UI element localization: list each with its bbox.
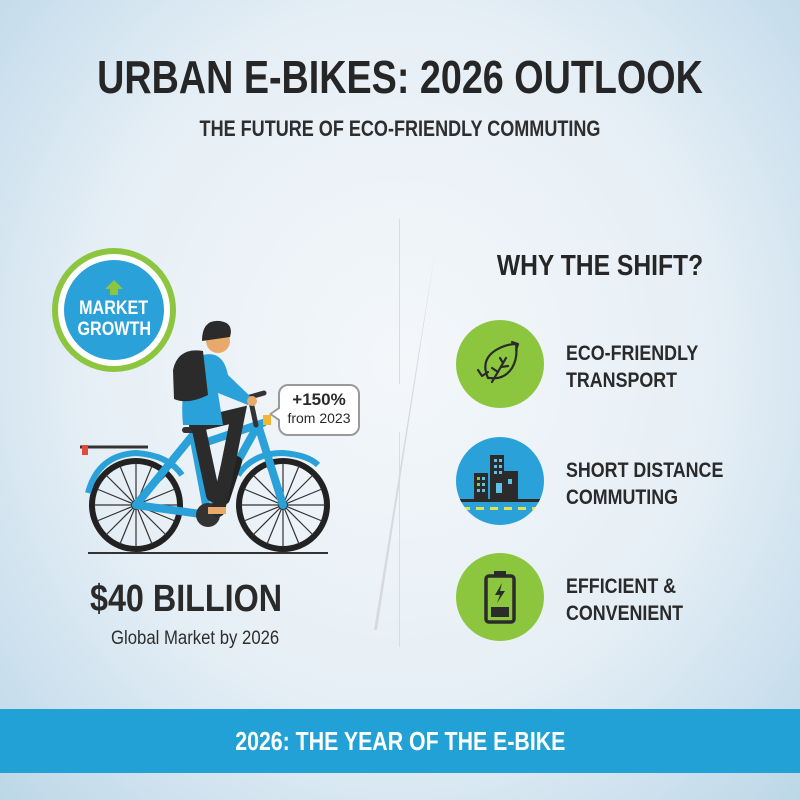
reason-line-1: EFFICIENT &: [566, 575, 677, 598]
divider-top: [399, 219, 400, 384]
up-arrow-icon: [105, 280, 123, 289]
market-value-label: Global Market by 2026: [111, 628, 280, 649]
leaf-recycle-icon: [456, 320, 544, 408]
cyclist-illustration: [80, 320, 330, 554]
reason-line-2: CONVENIENT: [566, 602, 684, 625]
reason-eco-friendly: ECO-FRIENDLY TRANSPORT: [456, 320, 776, 408]
market-growth-badge: MARKET GROWTH: [52, 248, 176, 372]
slash-divider: [374, 245, 436, 630]
reason-line-1: ECO-FRIENDLY: [566, 342, 699, 365]
badge-line-1: MARKET: [79, 298, 149, 319]
page-title: URBAN E-BIKES: 2026 OUTLOOK: [97, 51, 703, 103]
reason-line-2: TRANSPORT: [566, 369, 678, 392]
footer-banner-text: 2026: THE YEAR OF THE E-BIKE: [234, 725, 566, 756]
section-title-why: WHY THE SHIFT?: [496, 250, 704, 282]
market-value: $40 BILLION: [90, 578, 283, 620]
growth-percentage: +150%: [292, 390, 346, 409]
page-subtitle: THE FUTURE OF ECO-FRIENDLY COMMUTING: [199, 116, 601, 141]
reason-efficient: EFFICIENT & CONVENIENT: [456, 553, 776, 641]
reason-line-2: COMMUTING: [566, 486, 679, 509]
badge-line-2: GROWTH: [77, 319, 151, 340]
growth-caption: from 2023: [287, 410, 351, 426]
battery-charge-icon: [456, 553, 544, 641]
divider-bottom: [399, 432, 400, 647]
city-buildings-road-icon: [456, 437, 544, 525]
reason-line-1: SHORT DISTANCE: [566, 459, 724, 482]
footer-banner: 2026: THE YEAR OF THE E-BIKE: [0, 709, 800, 773]
growth-callout-bubble: +150% from 2023: [269, 384, 360, 436]
reason-short-distance: SHORT DISTANCE COMMUTING: [456, 437, 776, 525]
